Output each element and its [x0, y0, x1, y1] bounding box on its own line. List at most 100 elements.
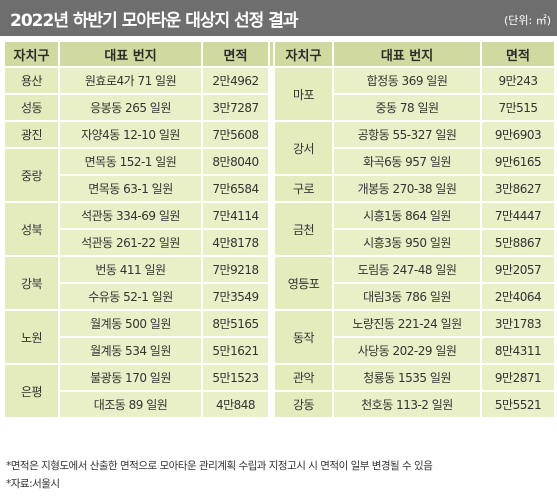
area-cell: 4만848: [201, 390, 270, 419]
area-cell: 7만5608: [201, 120, 270, 149]
district-cell: 성북: [3, 201, 60, 257]
footnote-source: *자료:서울시: [6, 478, 60, 490]
column-divider: [268, 40, 275, 68]
district-cell: 성동: [3, 93, 60, 122]
district-cell: 강북: [3, 255, 60, 311]
area-cell: 9만243: [480, 66, 556, 95]
address-cell: 대림3동 786 일원: [332, 282, 482, 311]
table-row: 월계동 534 일원 5만1621 사당동 202-29 일원 8만4311: [4, 336, 556, 365]
area-cell: 7만4114: [201, 201, 270, 230]
area-cell: 7만4447: [480, 201, 556, 230]
column-divider: [268, 201, 275, 230]
area-cell: 3만7287: [201, 93, 270, 122]
footnote-area: *면적은 지형도에서 산출한 면적으로 모아타운 관리계획 수립과 지정고시 시…: [6, 460, 433, 472]
address-cell: 원효로4가 71 일원: [58, 66, 203, 95]
district-cell: 금천: [273, 201, 334, 257]
table-header-row: 자치구 대표 번지 면적 자치구 대표 번지 면적: [3, 40, 556, 68]
table-row: 노원 월계동 500 일원 8만5165 동작 노량진동 221-24 일원 3만1783: [3, 309, 556, 365]
district-cell: 강동: [273, 390, 334, 419]
address-cell: 석관동 261-22 일원: [58, 228, 203, 257]
table-row: 광진 자양4동 12-10 일원 7만5608 강서 공항동 55-327 일원 9만69…: [3, 120, 556, 176]
address-cell: 사당동 202-29 일원: [332, 336, 482, 365]
address-cell: 화곡6동 957 일원: [332, 147, 482, 176]
address-cell: 응봉동 265 일원: [58, 93, 203, 122]
column-header-district: 자치구: [3, 40, 60, 68]
column-divider: [268, 120, 275, 149]
column-divider: [268, 66, 275, 95]
district-cell: 구로: [273, 174, 334, 203]
column-divider: [268, 390, 275, 419]
area-cell: 2만4962: [201, 66, 270, 95]
district-cell: 강서: [273, 120, 334, 176]
area-cell: 9만2057: [480, 255, 556, 284]
column-header-district: 자치구: [273, 40, 334, 68]
column-divider: [268, 147, 275, 176]
column-divider: [268, 255, 275, 284]
district-cell: 중랑: [3, 147, 60, 203]
address-cell: 합정동 369 일원: [332, 66, 482, 95]
table-row: 성동 응봉동 265 일원 3만7287 중동 78 일원 7만515: [3, 93, 556, 122]
address-cell: 시흥1동 864 일원: [332, 201, 482, 230]
area-cell: 7만6584: [201, 174, 270, 203]
area-cell: 7만515: [480, 93, 556, 122]
table-row: 면목동 63-1 일원 7만6584 구로 개봉동 270-38 일원 3만8627: [4, 174, 556, 203]
area-cell: 9만2871: [480, 363, 556, 392]
district-cell: 광진: [3, 120, 60, 149]
address-cell: 번동 411 일원: [58, 255, 203, 284]
area-cell: 8만8040: [201, 147, 270, 176]
table-row: 중랑 면목동 152-1 일원 8만8040 화곡6동 957 일원 9만6165: [3, 147, 556, 203]
column-divider: [268, 363, 275, 392]
table-row: 은평 불광동 170 일원 5만1523 관악 청룡동 1535 일원 9만2871: [3, 363, 556, 419]
address-cell: 자양4동 12-10 일원: [58, 120, 203, 149]
title-bar: 2022년 하반기 모아타운 대상지 선정 결과 (단위: ㎡): [0, 0, 557, 36]
district-cell: 용산: [3, 66, 60, 95]
area-cell: 9만6165: [480, 147, 556, 176]
district-cell: 은평: [3, 363, 60, 419]
column-header-area: 면적: [480, 40, 556, 68]
table-row: 수유동 52-1 일원 7만3549 대림3동 786 일원 2만4064: [4, 282, 556, 311]
unit-label: (단위: ㎡): [503, 14, 551, 27]
address-cell: 면목동 152-1 일원: [58, 147, 203, 176]
page-title: 2022년 하반기 모아타운 대상지 선정 결과: [10, 11, 299, 31]
area-cell: 8만4311: [480, 336, 556, 365]
area-cell: 2만4064: [480, 282, 556, 311]
column-divider: [268, 309, 275, 338]
address-cell: 면목동 63-1 일원: [58, 174, 203, 203]
table-row: 석관동 261-22 일원 4만8178 시흥3동 950 일원 5만8867: [4, 228, 556, 257]
district-cell: 영등포: [273, 255, 334, 311]
address-cell: 시흥3동 950 일원: [332, 228, 482, 257]
address-cell: 청룡동 1535 일원: [332, 363, 482, 392]
table-row: 용산 원효로4가 71 일원 2만4962 마포 합정동 369 일원 9만243: [3, 66, 556, 122]
district-cell: 마포: [273, 66, 334, 122]
column-divider: [268, 228, 275, 257]
selection-table: 자치구 대표 번지 면적 자치구 대표 번지 면적 용산 원효로4가 71 일원 2…: [3, 40, 556, 419]
address-cell: 대조동 89 일원: [58, 390, 203, 419]
address-cell: 월계동 534 일원: [58, 336, 203, 365]
column-divider: [268, 282, 275, 311]
area-cell: 3만1783: [480, 309, 556, 338]
address-cell: 공항동 55-327 일원: [332, 120, 482, 149]
address-cell: 천호동 113-2 일원: [332, 390, 482, 419]
column-header-area: 면적: [201, 40, 270, 68]
area-cell: 8만5165: [201, 309, 270, 338]
address-cell: 개봉동 270-38 일원: [332, 174, 482, 203]
table-row: 성북 석관동 334-69 일원 7만4114 금천 시흥1동 864 일원 7만4447: [3, 201, 556, 257]
address-cell: 불광동 170 일원: [58, 363, 203, 392]
column-divider: [268, 174, 275, 203]
district-cell: 동작: [273, 309, 334, 365]
address-cell: 석관동 334-69 일원: [58, 201, 203, 230]
area-cell: 9만6903: [480, 120, 556, 149]
area-cell: 7만3549: [201, 282, 270, 311]
area-cell: 5만1621: [201, 336, 270, 365]
area-cell: 7만9218: [201, 255, 270, 284]
area-cell: 5만8867: [480, 228, 556, 257]
column-divider: [268, 93, 275, 122]
area-cell: 3만8627: [480, 174, 556, 203]
address-cell: 도림동 247-48 일원: [332, 255, 482, 284]
area-cell: 5만5521: [480, 390, 556, 419]
column-header-address: 대표 번지: [332, 40, 482, 68]
table-body: 용산 원효로4가 71 일원 2만4962 마포 합정동 369 일원 9만243 성동 응봉…: [3, 66, 556, 419]
area-cell: 4만8178: [201, 228, 270, 257]
district-cell: 관악: [273, 363, 334, 392]
